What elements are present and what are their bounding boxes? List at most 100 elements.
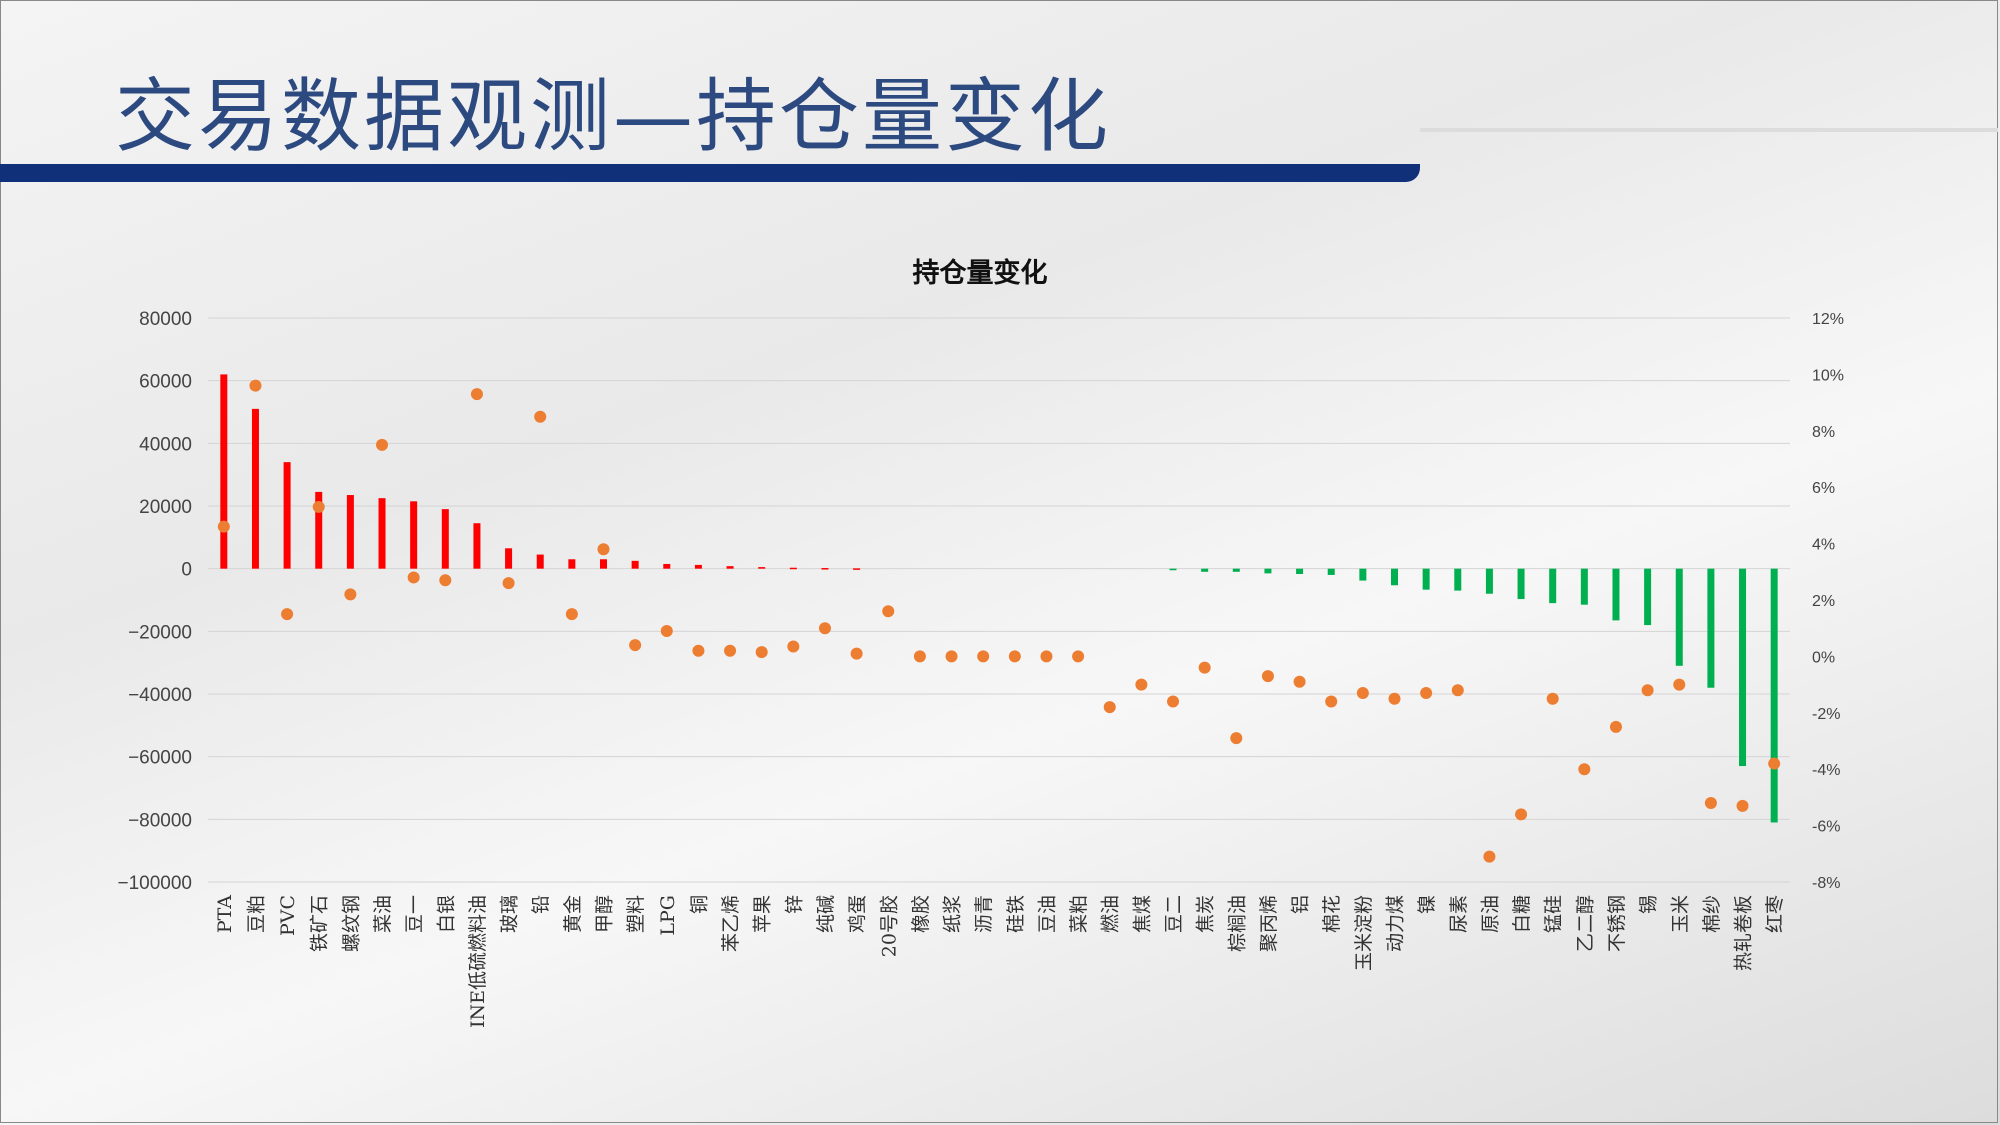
left-tick-label: 60000 [139, 372, 192, 393]
data-point [945, 650, 958, 663]
bar [473, 523, 481, 569]
category-label: 不锈钢 [1606, 895, 1628, 952]
data-point [470, 388, 483, 401]
bar [1391, 568, 1398, 586]
category-label: 棕榈油 [1226, 895, 1248, 952]
data-point [755, 646, 768, 659]
right-tick-label: -8% [1812, 875, 1840, 892]
title-bar [0, 164, 1420, 182]
data-point [1135, 678, 1148, 691]
right-tick-label: 8% [1812, 424, 1835, 441]
bar [505, 548, 513, 569]
data-point [1673, 678, 1686, 691]
category-label: 焦煤 [1131, 895, 1153, 933]
slide-title: 交易数据观测—持仓量变化 [115, 70, 1111, 163]
data-point [1167, 695, 1180, 708]
category-label: 玉米淀粉 [1353, 895, 1375, 971]
right-tick-label: -2% [1812, 706, 1840, 723]
bar [536, 554, 544, 569]
data-point [1546, 692, 1559, 705]
category-label: 苯乙烯 [720, 895, 742, 952]
data-point [439, 574, 452, 587]
category-label: 豆粕 [245, 895, 267, 933]
bar [1485, 568, 1493, 594]
left-tick-label: 0 [181, 560, 192, 581]
bar-series [220, 374, 1778, 823]
bar [220, 374, 228, 569]
data-point [977, 650, 990, 663]
category-label: 螺纹钢 [340, 895, 362, 952]
category-label: 锌 [783, 895, 805, 914]
bar [315, 491, 323, 569]
category-label: 塑料 [625, 895, 647, 933]
left-tick-label: −60000 [128, 748, 192, 769]
marker-series [217, 379, 1781, 863]
category-label: 豆一 [404, 895, 426, 933]
category-label: 锰硅 [1543, 895, 1565, 933]
bar [1454, 568, 1462, 591]
category-label: PTA [214, 895, 236, 933]
data-point [818, 622, 831, 635]
left-tick-label: −40000 [128, 685, 192, 706]
category-label: 白银 [435, 895, 457, 933]
left-tick-label: −20000 [128, 622, 192, 643]
bar [568, 559, 576, 569]
data-point [913, 650, 926, 663]
category-label: 玉米 [1669, 895, 1691, 933]
category-axis: PTA 豆粕 PVC 铁矿石 螺纹钢 菜油 豆一 白银 INE低硫燃料油 玻璃铅黄金 甲醇 塑料 LPG… [214, 895, 1786, 1028]
category-label: 甲醇 [594, 895, 616, 933]
category-label: 红枣 [1764, 895, 1786, 933]
right-tick-label: 4% [1812, 537, 1835, 554]
category-label: 铝 [1290, 895, 1312, 914]
category-label: 热轧卷板 [1733, 895, 1755, 971]
data-point [1008, 650, 1021, 663]
data-point [1325, 695, 1338, 708]
data-point [1198, 661, 1211, 674]
bar [441, 509, 449, 569]
category-label: 玻璃 [499, 895, 521, 933]
data-point [724, 644, 737, 657]
data-point [1483, 850, 1496, 863]
bar [663, 563, 671, 569]
category-label: 铜 [688, 895, 710, 914]
right-tick-label: -4% [1812, 762, 1840, 779]
data-point [1704, 797, 1717, 810]
category-label: INE低硫燃料油 [467, 895, 489, 1028]
title-bar-accent [1420, 128, 1998, 132]
data-point [376, 438, 389, 451]
category-label: 20号胶 [878, 895, 900, 957]
data-point [1515, 808, 1528, 821]
category-label: 苹果 [752, 895, 774, 933]
data-point [660, 625, 673, 638]
category-label: PVC [277, 895, 299, 936]
chart-title: 持仓量变化 [913, 257, 1048, 289]
bar [1296, 568, 1304, 574]
bar [631, 560, 639, 569]
data-point [1388, 692, 1401, 705]
right-axis: 12% 10% 8% 6% 4% 2% 0% -2% -4% -6% -8% [1812, 311, 1844, 892]
bar [821, 568, 829, 570]
category-label: 纯碱 [815, 895, 837, 933]
category-label: 镍 [1416, 895, 1438, 914]
bar [600, 559, 607, 569]
data-point [1230, 732, 1243, 745]
bar [1612, 568, 1620, 621]
right-tick-label: -6% [1812, 819, 1840, 836]
category-label: 橡胶 [910, 895, 932, 933]
left-tick-label: 80000 [139, 309, 192, 330]
category-label: 豆油 [1036, 895, 1058, 933]
bar [1770, 568, 1778, 823]
right-tick-label: 12% [1812, 311, 1844, 328]
data-point [1040, 650, 1053, 663]
data-point [565, 608, 578, 621]
data-point [344, 588, 357, 601]
data-point [1261, 670, 1274, 683]
category-label: 铅 [530, 895, 552, 914]
bar [758, 567, 766, 569]
bar [1549, 568, 1557, 604]
category-label: 黄金 [562, 895, 584, 933]
bar [410, 501, 418, 569]
category-label: 棉花 [1321, 895, 1343, 933]
bar [1517, 568, 1525, 600]
